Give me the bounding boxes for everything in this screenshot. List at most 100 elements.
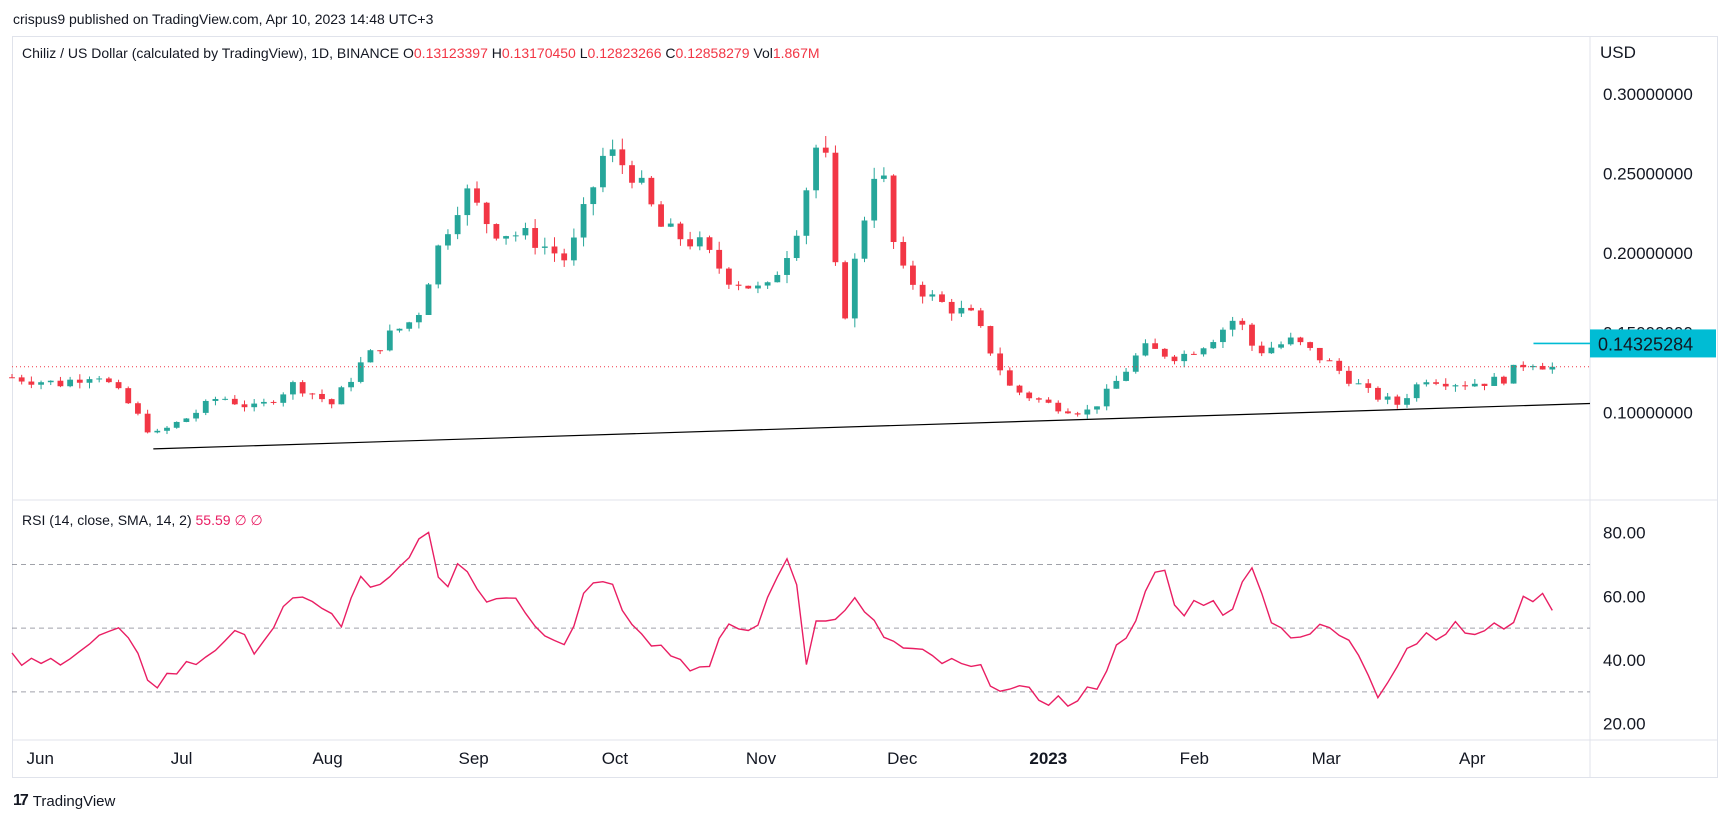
candle-body (445, 234, 451, 246)
candle (1471, 379, 1478, 387)
candle (1549, 362, 1556, 374)
candle (1094, 406, 1100, 414)
candle (600, 147, 606, 193)
candle (1336, 358, 1343, 375)
candle (1016, 384, 1023, 396)
candle (454, 206, 461, 240)
candle-body (997, 353, 1004, 371)
candle (1326, 358, 1333, 362)
candle (503, 235, 509, 245)
candle-body (1152, 343, 1159, 349)
candle (968, 304, 974, 312)
candle-body (832, 152, 839, 263)
candle-body (1045, 399, 1052, 403)
candle-body (725, 268, 732, 285)
candle (9, 373, 15, 379)
candle (231, 395, 238, 405)
candle-body (1355, 383, 1362, 385)
candle (435, 244, 442, 289)
candle-body (1307, 342, 1314, 348)
time-tick-label: Feb (1180, 749, 1209, 768)
candle-body (67, 379, 74, 387)
footer-brand[interactable]: TradingView (32, 792, 116, 810)
candle (1510, 364, 1517, 384)
rsi-tick-label: 60.00 (1603, 587, 1646, 606)
time-tick-label: Sep (458, 749, 488, 768)
candle-body (164, 427, 170, 431)
time-tick-label: Aug (312, 749, 342, 768)
candle-body (1336, 360, 1343, 371)
candle-body (1084, 409, 1091, 415)
candle (1433, 379, 1439, 386)
candle (822, 136, 829, 158)
candle (1355, 379, 1362, 385)
candle (105, 376, 112, 384)
price-pane: 0.100000000.150000000.200000000.25000000… (9, 36, 1718, 778)
candle (1220, 327, 1226, 349)
candle (328, 398, 335, 409)
candle-body (28, 381, 35, 385)
candle (1452, 383, 1459, 392)
publisher-line: crispus9 published on TradingView.com, A… (13, 11, 433, 27)
candle (1307, 341, 1314, 351)
candle (1239, 318, 1246, 331)
candle (880, 167, 887, 183)
candle (202, 399, 209, 416)
candle (1413, 382, 1420, 402)
symbol-title[interactable]: Chiliz / US Dollar (calculated by Tradin… (22, 45, 400, 61)
candle (1258, 341, 1265, 357)
candle (1065, 408, 1071, 414)
candle-body (629, 165, 635, 183)
candle (1113, 375, 1120, 389)
candle (1539, 362, 1546, 370)
candle-body (483, 202, 490, 225)
price-tick-label: 0.10000000 (1603, 403, 1693, 422)
candle-body (1142, 343, 1149, 356)
candle-body (1520, 364, 1527, 368)
price-tick-label: 0.30000000 (1603, 85, 1693, 104)
candle-body (1413, 384, 1420, 399)
candle-body (231, 398, 238, 405)
candle-body (948, 301, 955, 314)
rsi-value: 55.59 (195, 512, 231, 528)
candle-body (1375, 387, 1381, 400)
candle (1442, 378, 1449, 390)
candle (561, 248, 568, 267)
rsi-title[interactable]: RSI (14, close, SMA, 14, 2) (22, 512, 192, 528)
candle (580, 197, 587, 247)
candle (367, 349, 374, 363)
currency-label[interactable]: USD (1600, 43, 1636, 62)
candle (658, 201, 664, 227)
candle-body (173, 421, 180, 428)
tradingview-logo-icon[interactable]: 17 (13, 792, 29, 809)
candle-body (745, 285, 752, 289)
rsi-tick-label: 40.00 (1603, 651, 1646, 670)
candle-body (435, 245, 442, 285)
candle-body (570, 237, 577, 261)
candle (1006, 367, 1013, 386)
candle (1345, 366, 1352, 387)
high-value: 0.13170450 (501, 45, 576, 61)
candle (842, 260, 849, 320)
candle-body (609, 149, 616, 156)
candle-body (338, 387, 345, 405)
candle-body (115, 382, 122, 389)
candle (541, 237, 548, 255)
candle-body (260, 401, 267, 404)
candle (1152, 338, 1159, 349)
candle (67, 376, 74, 388)
candle-body (38, 382, 44, 385)
candle (1229, 316, 1236, 337)
candle-body (18, 377, 25, 382)
candle-body (222, 398, 229, 400)
candle-body (813, 147, 819, 191)
candle-body (202, 400, 209, 413)
candle-body (532, 228, 539, 248)
rsi-tick-label: 20.00 (1603, 715, 1646, 734)
candle-body (561, 253, 568, 261)
candle (793, 230, 800, 261)
candle-body (425, 284, 432, 315)
candle-body (193, 412, 199, 419)
candle (1404, 393, 1410, 408)
